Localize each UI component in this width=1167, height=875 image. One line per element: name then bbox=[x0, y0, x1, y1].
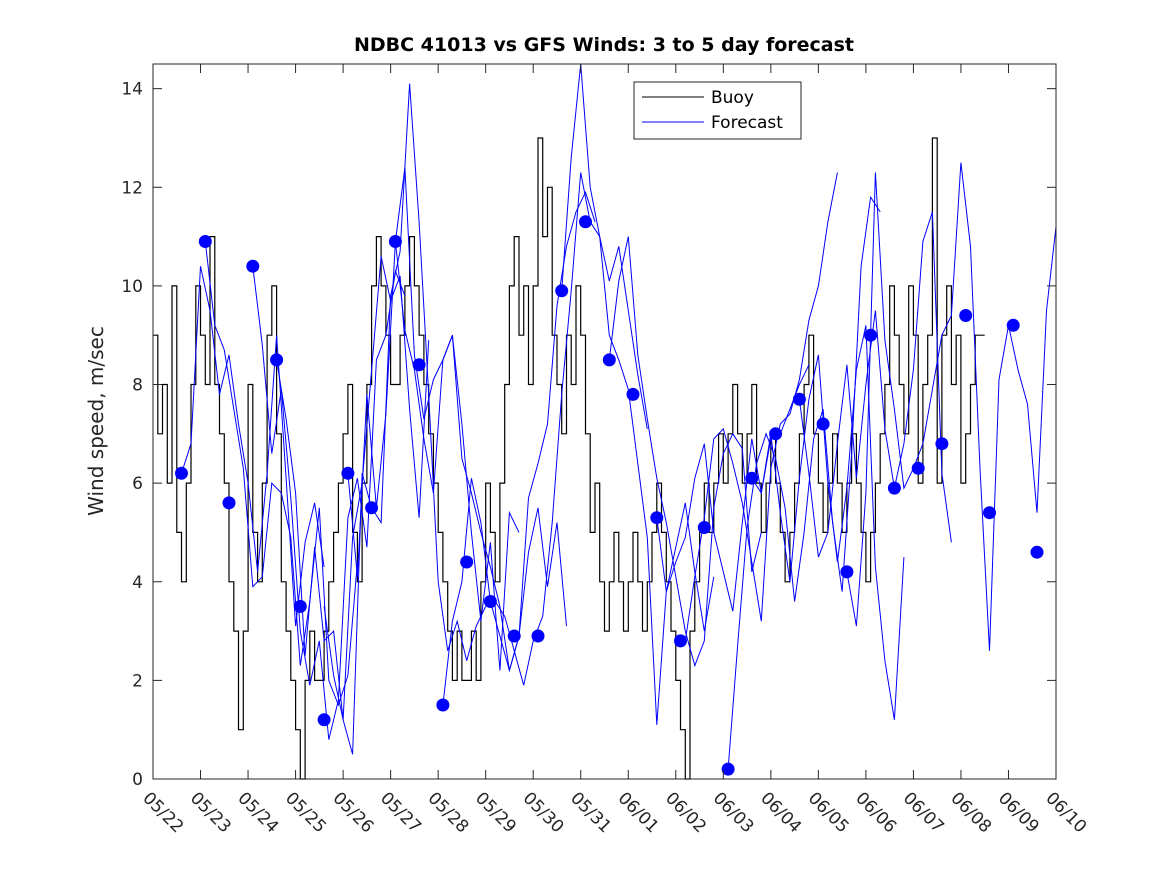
forecast-marker bbox=[317, 713, 331, 727]
forecast-marker bbox=[745, 471, 759, 485]
forecast-marker bbox=[246, 259, 260, 273]
forecast-line-15 bbox=[798, 211, 952, 558]
forecast-line-14 bbox=[751, 325, 905, 720]
forecast-marker bbox=[198, 235, 212, 248]
forecast-marker bbox=[792, 392, 806, 406]
forecast-start-markers bbox=[175, 215, 1044, 776]
forecast-marker bbox=[816, 417, 830, 431]
forecast-marker bbox=[341, 466, 355, 480]
y-axis: 0 2 4 6 8 10 12 14 bbox=[121, 80, 1056, 790]
forecast-marker bbox=[935, 437, 949, 451]
chart-title: NDBC 41013 vs GFS Winds: 3 to 5 day fore… bbox=[354, 34, 854, 56]
forecast-line-10 bbox=[608, 236, 762, 668]
forecast-line-9 bbox=[561, 63, 715, 725]
forecast-line-1 bbox=[204, 241, 358, 707]
forecast-line-6 bbox=[394, 167, 567, 671]
forecast-marker bbox=[1006, 318, 1020, 332]
buoy-series bbox=[153, 137, 985, 780]
forecast-marker bbox=[697, 521, 711, 534]
forecast-marker bbox=[602, 353, 616, 367]
forecast-line-2 bbox=[252, 266, 406, 740]
forecast-marker bbox=[365, 501, 379, 515]
forecast-marker bbox=[983, 506, 996, 520]
forecast-line-0 bbox=[181, 266, 325, 627]
y-tick-label: 4 bbox=[132, 573, 143, 593]
forecast-marker bbox=[460, 555, 474, 569]
plot-background bbox=[153, 64, 1056, 779]
forecast-marker bbox=[864, 328, 878, 342]
forecast-line-16 bbox=[846, 162, 1057, 651]
forecast-marker bbox=[840, 565, 854, 579]
forecast-marker bbox=[1030, 545, 1044, 559]
forecast-marker bbox=[650, 511, 664, 525]
forecast-marker bbox=[769, 427, 783, 441]
forecast-marker bbox=[412, 358, 426, 372]
legend-label-buoy: Buoy bbox=[711, 88, 754, 108]
forecast-marker bbox=[507, 629, 521, 643]
forecast-marker bbox=[483, 595, 497, 608]
forecast-marker bbox=[222, 496, 236, 510]
forecast-line-4 bbox=[323, 83, 487, 755]
forecast-series bbox=[181, 63, 1057, 770]
legend-label-forecast: Forecast bbox=[711, 113, 783, 133]
forecast-marker bbox=[436, 698, 450, 712]
forecast-marker bbox=[175, 466, 188, 480]
forecast-marker bbox=[959, 309, 973, 322]
legend-box bbox=[633, 81, 802, 140]
buoy-line bbox=[153, 137, 985, 780]
forecast-marker bbox=[579, 215, 592, 229]
forecast-marker bbox=[555, 284, 569, 298]
y-tick-label: 2 bbox=[132, 671, 143, 691]
forecast-marker bbox=[721, 762, 735, 776]
forecast-marker bbox=[674, 634, 687, 648]
legend: Buoy Forecast bbox=[633, 81, 802, 140]
forecast-marker bbox=[388, 235, 402, 248]
plot-area bbox=[152, 63, 1057, 780]
forecast-marker bbox=[911, 461, 925, 475]
plot-frame bbox=[152, 63, 1057, 780]
y-tick-label: 6 bbox=[132, 474, 143, 494]
y-tick-label: 12 bbox=[121, 178, 143, 198]
forecast-marker bbox=[293, 599, 307, 613]
y-tick-label: 10 bbox=[121, 277, 143, 297]
forecast-marker bbox=[626, 387, 640, 401]
forecast-marker bbox=[887, 481, 901, 495]
forecast-line-12 bbox=[684, 172, 838, 641]
y-axis-label: Wind speed, m/sec bbox=[84, 326, 108, 516]
forecast-line-11 bbox=[656, 364, 810, 612]
y-tick-label: 14 bbox=[121, 80, 143, 100]
y-tick-label: 8 bbox=[132, 376, 143, 396]
y-tick-label: 0 bbox=[132, 770, 143, 790]
forecast-marker bbox=[531, 629, 545, 643]
forecast-marker bbox=[270, 353, 284, 367]
